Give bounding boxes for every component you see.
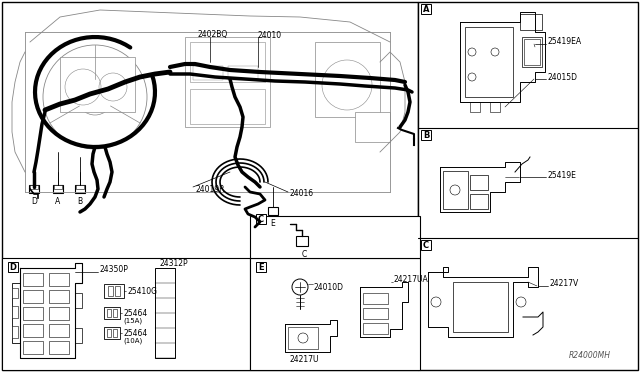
Bar [12, 288, 18, 298]
Text: 25464: 25464 [123, 310, 147, 318]
Text: C: C [258, 215, 264, 224]
Bar [49, 341, 69, 354]
Bar [12, 326, 18, 338]
Text: R24000MH: R24000MH [569, 352, 611, 360]
Bar [107, 309, 111, 317]
Bar [421, 130, 431, 140]
Text: 25410G: 25410G [127, 286, 157, 295]
Text: B: B [77, 197, 83, 206]
Bar [155, 268, 175, 358]
Bar [524, 39, 540, 65]
Text: C: C [301, 250, 307, 259]
Bar [49, 307, 69, 320]
Text: 24217V: 24217V [550, 279, 579, 289]
Bar [465, 27, 513, 97]
Text: D: D [31, 197, 37, 206]
Bar [228, 66, 258, 80]
Text: 24312P: 24312P [160, 260, 189, 269]
Bar [30, 185, 38, 189]
Text: 24015D: 24015D [548, 73, 578, 81]
Bar [23, 324, 43, 337]
Text: (10A): (10A) [123, 338, 142, 344]
Bar [113, 329, 117, 337]
Bar [104, 327, 120, 339]
Bar [363, 293, 388, 304]
Text: E: E [258, 263, 264, 272]
Bar [104, 284, 124, 298]
Bar [490, 102, 500, 112]
Text: E: E [271, 219, 275, 228]
Bar [2, 258, 250, 370]
Bar [250, 258, 420, 370]
Bar [363, 308, 388, 319]
Text: 25419E: 25419E [548, 170, 577, 180]
Bar [296, 236, 308, 246]
Bar [185, 37, 270, 127]
Bar [470, 175, 488, 190]
Bar [113, 309, 117, 317]
Bar [104, 307, 120, 319]
Text: 25419EA: 25419EA [548, 38, 582, 46]
Bar [75, 185, 85, 193]
Bar [49, 324, 69, 337]
Bar [2, 2, 418, 370]
Bar [418, 2, 638, 370]
Bar [76, 185, 84, 189]
Text: A: A [423, 4, 429, 13]
Bar [23, 290, 43, 303]
Bar [421, 4, 431, 14]
Bar [23, 307, 43, 320]
Bar [250, 216, 420, 258]
Bar [268, 207, 278, 215]
Bar [193, 66, 223, 80]
Bar [23, 273, 43, 286]
Bar [53, 185, 63, 193]
Bar [190, 42, 265, 82]
Text: 24019R: 24019R [195, 185, 225, 193]
Bar [421, 240, 431, 250]
Bar [470, 194, 488, 209]
Bar [75, 293, 82, 308]
Text: D: D [10, 263, 17, 272]
Text: 24016: 24016 [290, 189, 314, 199]
Bar [520, 14, 542, 30]
Bar [256, 262, 266, 272]
Bar [29, 185, 39, 193]
Bar [190, 89, 265, 124]
Bar [288, 327, 318, 349]
Bar [522, 37, 542, 67]
Text: 25464: 25464 [123, 330, 147, 339]
Bar [470, 102, 480, 112]
Text: B: B [423, 131, 429, 140]
Bar [256, 214, 266, 224]
Bar [23, 341, 43, 354]
Text: 24217U: 24217U [290, 355, 319, 363]
Bar [49, 290, 69, 303]
Bar [60, 57, 135, 112]
Text: A: A [56, 197, 61, 206]
Bar [108, 286, 113, 296]
Bar [107, 329, 111, 337]
Text: 24010: 24010 [258, 31, 282, 39]
Bar [355, 112, 390, 142]
Text: 24010D: 24010D [313, 282, 343, 292]
Bar [453, 282, 508, 332]
Bar [12, 306, 18, 318]
Bar [12, 283, 20, 343]
Text: 24350P: 24350P [100, 266, 129, 275]
Text: C: C [423, 241, 429, 250]
Bar [49, 273, 69, 286]
Bar [363, 323, 388, 334]
Text: (15A): (15A) [123, 318, 142, 324]
Bar [315, 42, 380, 117]
Bar [54, 185, 62, 189]
Bar [8, 262, 18, 272]
Bar [75, 328, 82, 343]
Bar [443, 171, 468, 209]
Text: 2402BQ: 2402BQ [198, 31, 228, 39]
Text: 24217UA: 24217UA [394, 276, 429, 285]
Bar [115, 286, 120, 296]
